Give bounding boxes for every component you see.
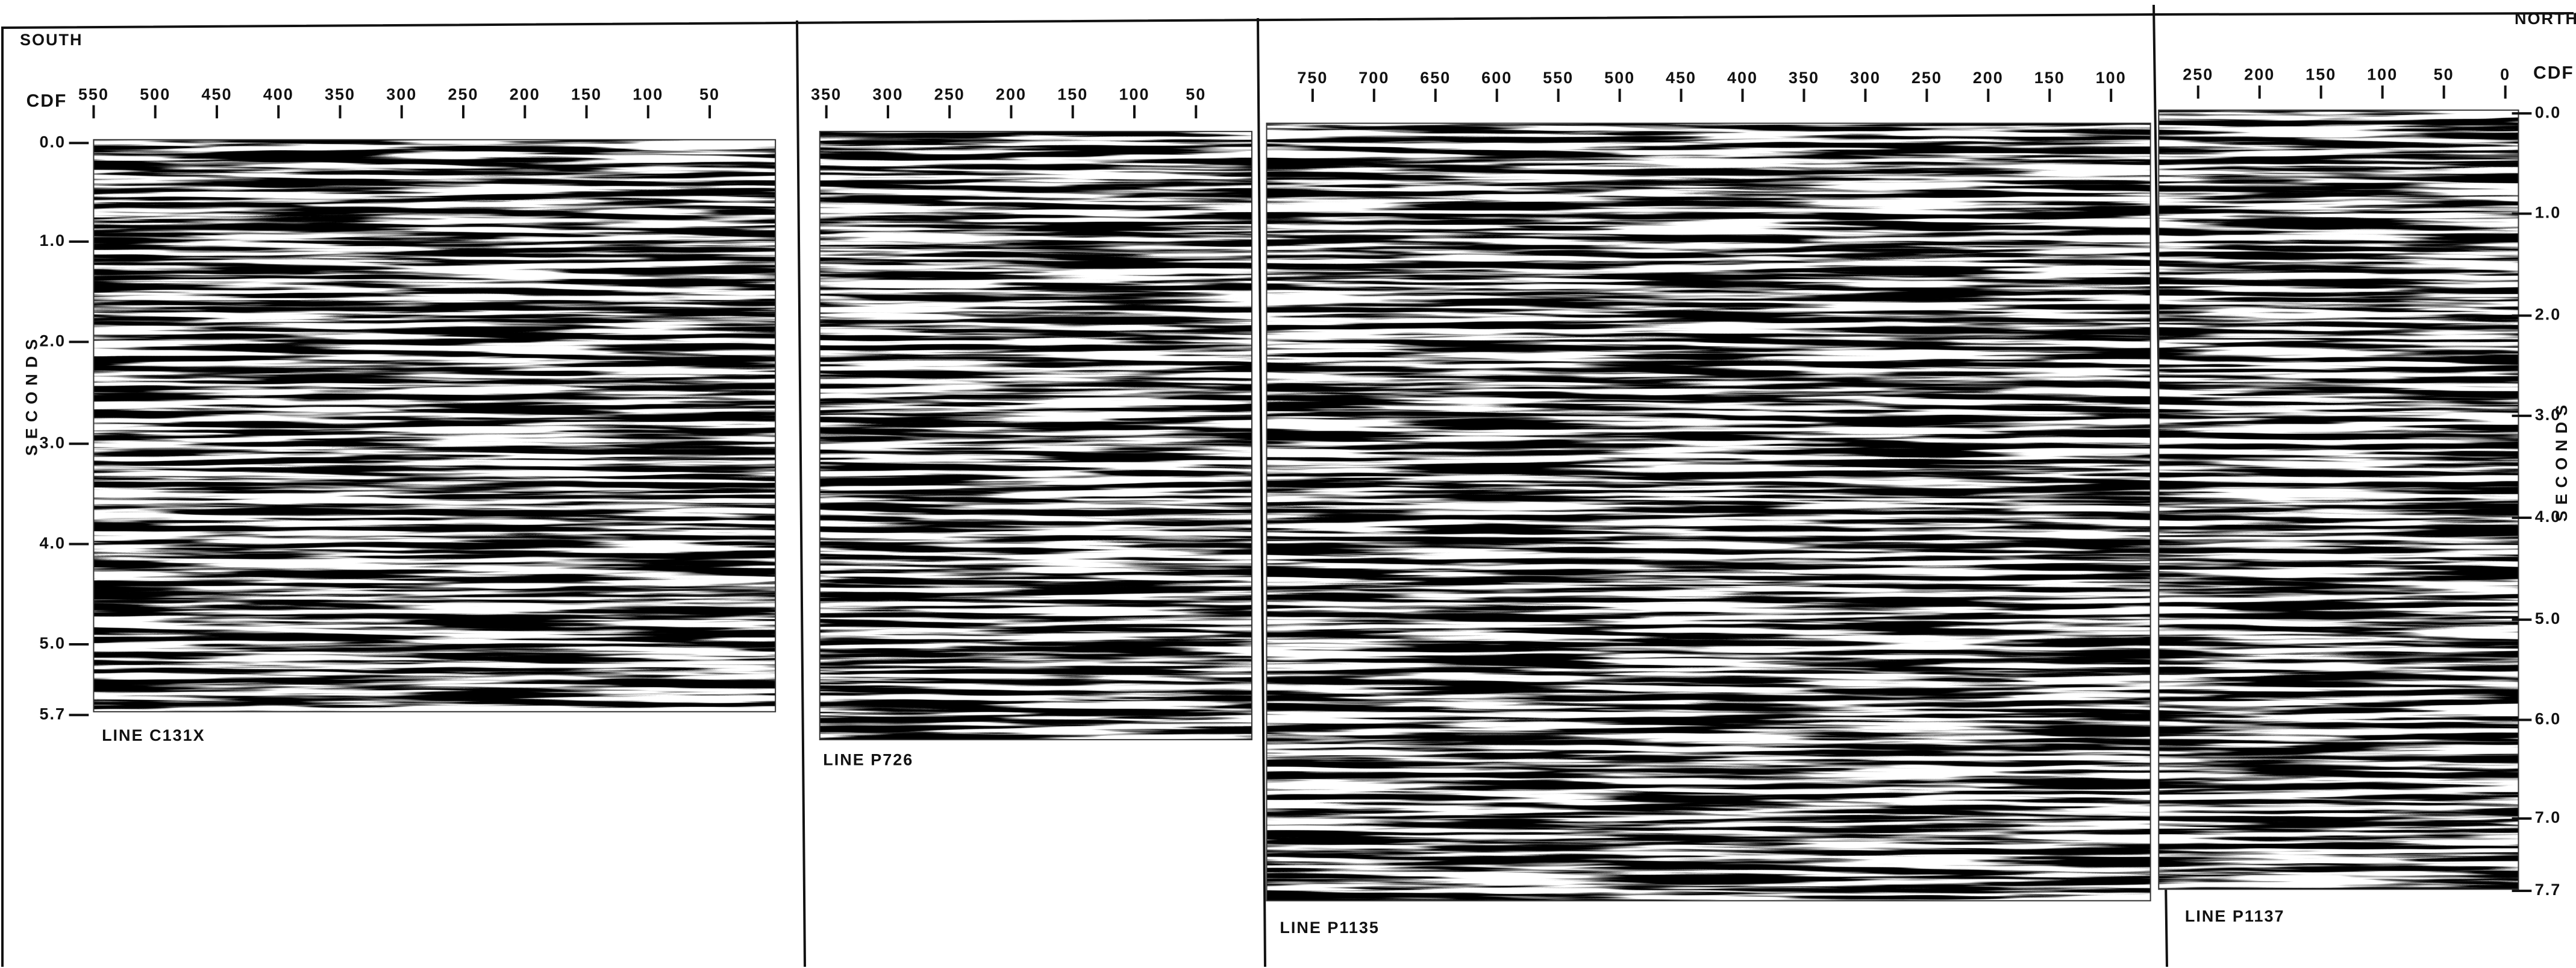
cdf-tick-label: 400 xyxy=(263,85,294,103)
line-label: LINE P1137 xyxy=(2185,907,2285,925)
seconds-title: SECONDS xyxy=(23,333,41,456)
cdf-tick-label: 550 xyxy=(78,85,109,103)
cdf-label: CDF xyxy=(2533,63,2574,83)
cdf-tick-label: 500 xyxy=(1604,69,1635,87)
south-label: SOUTH xyxy=(20,31,83,49)
seismic-section xyxy=(1267,124,2151,901)
cdf-tick-label: 700 xyxy=(1358,69,1389,87)
cdf-tick-label: 50 xyxy=(2434,66,2454,84)
seconds-tick-label: 7.7 xyxy=(2535,881,2562,899)
line-label: LINE P726 xyxy=(823,751,913,769)
seconds-tick-label: 5.0 xyxy=(40,634,66,652)
cdf-tick-label: 200 xyxy=(510,85,540,103)
cdf-tick-label: 300 xyxy=(1850,69,1881,87)
cdf-tick-label: 350 xyxy=(1789,69,1819,87)
cdf-tick-label: 100 xyxy=(1119,85,1149,103)
seconds-tick-label: 6.0 xyxy=(2535,710,2562,728)
cdf-tick-label: 100 xyxy=(633,85,663,103)
cdf-label: CDF xyxy=(27,91,67,111)
cdf-tick-label: 250 xyxy=(448,85,478,103)
seconds-tick-label: 3.0 xyxy=(40,433,66,451)
seconds-tick-label: 7.0 xyxy=(2535,808,2562,826)
seconds-tick-label: 0.0 xyxy=(2535,103,2562,121)
seconds-tick-label: 1.0 xyxy=(40,231,66,250)
cdf-tick-label: 450 xyxy=(1666,69,1696,87)
seismic-section xyxy=(820,131,1252,740)
cdf-tick-label: 750 xyxy=(1297,69,1328,87)
cdf-tick-label: 300 xyxy=(872,85,903,103)
cdf-tick-label: 400 xyxy=(1727,69,1758,87)
cdf-tick-label: 450 xyxy=(201,85,232,103)
cdf-tick-label: 150 xyxy=(2306,66,2336,84)
seconds-tick-label: 1.0 xyxy=(2535,204,2562,222)
cdf-tick-label: 250 xyxy=(1912,69,1942,87)
line-label: LINE C131X xyxy=(102,726,205,744)
north-label: NORTH xyxy=(2515,10,2576,28)
cdf-tick-label: 550 xyxy=(1543,69,1574,87)
cdf-tick-label: 0 xyxy=(2500,66,2510,84)
cdf-tick-label: 150 xyxy=(571,85,602,103)
cdf-tick-label: 50 xyxy=(1186,85,1206,103)
cdf-tick-label: 200 xyxy=(1973,69,2004,87)
cdf-tick-label: 500 xyxy=(140,85,170,103)
seconds-tick-label: 5.7 xyxy=(40,705,66,723)
seconds-tick-label: 5.0 xyxy=(2535,609,2562,627)
cdf-tick-label: 150 xyxy=(2034,69,2065,87)
cdf-tick-label: 100 xyxy=(2096,69,2127,87)
seismic-section xyxy=(2159,110,2518,890)
cdf-tick-label: 600 xyxy=(1481,69,1512,87)
seismic-section xyxy=(93,140,775,712)
seismic-figure: SOUTH NORTH 5505004504003503002502001501… xyxy=(0,0,2576,968)
seconds-tick-label: 2.0 xyxy=(40,332,66,350)
cdf-tick-label: 150 xyxy=(1057,85,1088,103)
cdf-tick-label: 200 xyxy=(996,85,1027,103)
cdf-tick-label: 200 xyxy=(2244,66,2275,84)
seconds-tick-label: 4.0 xyxy=(40,534,66,552)
page: {"header": {"south": "SOUTH", "north": "… xyxy=(0,0,2576,968)
cdf-tick-label: 650 xyxy=(1420,69,1451,87)
cdf-tick-label: 350 xyxy=(811,85,842,103)
seconds-tick-label: 0.0 xyxy=(40,133,66,151)
cdf-tick-label: 250 xyxy=(934,85,965,103)
cdf-tick-label: 300 xyxy=(386,85,417,103)
cdf-tick-label: 350 xyxy=(325,85,355,103)
cdf-tick-label: 50 xyxy=(699,85,720,103)
line-label: LINE P1135 xyxy=(1280,919,1380,937)
cdf-tick-label: 250 xyxy=(2183,66,2213,84)
seconds-tick-label: 2.0 xyxy=(2535,306,2562,324)
cdf-tick-label: 100 xyxy=(2367,66,2398,84)
seconds-title: SECONDS xyxy=(2553,399,2571,522)
